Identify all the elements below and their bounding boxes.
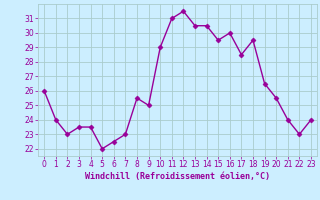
X-axis label: Windchill (Refroidissement éolien,°C): Windchill (Refroidissement éolien,°C) xyxy=(85,172,270,181)
